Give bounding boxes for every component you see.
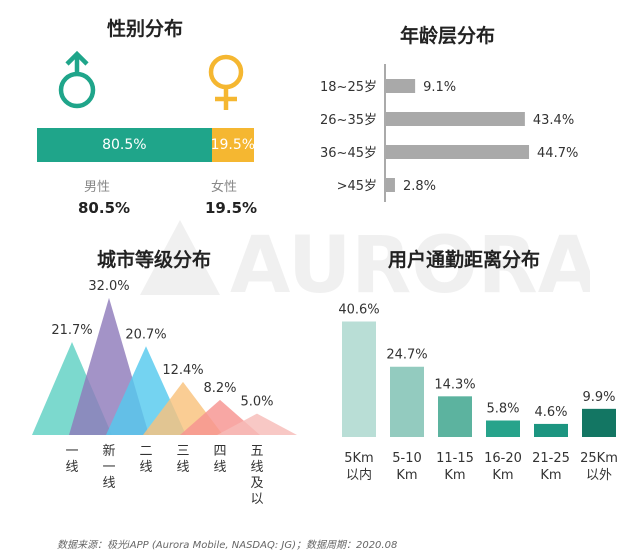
city-value-label: 5.0% xyxy=(240,395,273,410)
age-value-label: 43.4% xyxy=(533,113,574,128)
commute-bar xyxy=(390,366,424,437)
watermark-logo-icon: AURORA 极光 xyxy=(140,220,640,311)
city-value-label: 12.4% xyxy=(162,363,203,378)
female-icon xyxy=(202,52,252,114)
age-value-label: 44.7% xyxy=(537,146,578,161)
city-peak xyxy=(217,413,297,435)
age-category-label: 18~25岁 xyxy=(320,80,377,95)
commute-category-label: 21-25 Km xyxy=(532,451,570,483)
age-bar xyxy=(386,112,525,126)
commute-bar xyxy=(486,420,520,437)
commute-chart: 40.6% 5Km 以内 24.7% 5-10 Km 14.3% 11-15 Km 5.8% 16-… xyxy=(338,303,618,483)
male-bar-label: 80.5% xyxy=(102,137,147,153)
city-category-label: 三线 xyxy=(176,444,189,475)
female-bar-segment: 19.5% xyxy=(210,128,256,162)
city-category-label: 新一线 xyxy=(102,443,115,491)
city-value-label: 32.0% xyxy=(88,279,129,294)
gender-title: 性别分布 xyxy=(107,18,184,40)
female-label: 女性 xyxy=(211,180,238,195)
male-label: 男性 xyxy=(84,180,111,195)
age-bar xyxy=(386,79,416,93)
age-title: 年龄层分布 xyxy=(400,25,496,47)
age-chart: 18~25岁 9.1% 26~35岁 43.4% 36~45岁 44.7% >45岁 2.8% xyxy=(320,64,578,202)
age-value-label: 2.8% xyxy=(403,179,436,194)
city-value-label: 8.2% xyxy=(203,381,236,396)
female-bar-label: 19.5% xyxy=(210,137,256,153)
commute-value-label: 9.9% xyxy=(582,390,615,405)
age-category-label: 36~45岁 xyxy=(320,146,377,161)
commute-category-label: 25Km 以外 xyxy=(580,451,618,483)
watermark: AURORA 极光 xyxy=(130,200,640,311)
commute-category-label: 16-20 Km xyxy=(484,451,522,483)
city-category-label: 五线及以下 xyxy=(250,444,263,505)
age-value-label: 9.1% xyxy=(423,80,456,95)
commute-value-label: 4.6% xyxy=(534,405,567,420)
age-bar xyxy=(386,178,395,192)
age-category-label: 26~35岁 xyxy=(320,113,377,128)
commute-value-label: 14.3% xyxy=(434,377,475,392)
commute-value-label: 5.8% xyxy=(486,402,519,417)
watermark-text: AURORA 极光 xyxy=(230,221,590,310)
commute-category-label: 11-15 Km xyxy=(436,451,474,483)
commute-title: 用户通勤距离分布 xyxy=(388,249,541,271)
commute-bar xyxy=(342,321,376,437)
commute-category-label: 5Km 以内 xyxy=(344,451,373,483)
female-percent: 19.5% xyxy=(205,199,258,217)
male-bar-segment: 80.5% xyxy=(37,128,212,162)
commute-category-label: 5-10 Km xyxy=(392,451,422,483)
city-category-label: 四线 xyxy=(213,444,226,475)
male-percent: 80.5% xyxy=(78,199,131,217)
commute-bar xyxy=(534,423,568,437)
age-bar xyxy=(386,145,530,159)
city-category-label: 一线 xyxy=(65,444,78,475)
city-chart: 21.7% 一线 32.0% 新一线 20.7% 二线 12.4% 三线 8.2% 四线 5.0% 五… xyxy=(32,279,297,505)
age-category-label: >45岁 xyxy=(337,179,377,194)
city-category-label: 二线 xyxy=(139,444,152,475)
commute-value-label: 24.7% xyxy=(386,348,427,363)
male-icon xyxy=(55,50,105,112)
commute-bar xyxy=(582,408,616,437)
commute-value-label: 40.6% xyxy=(338,303,379,318)
city-value-label: 20.7% xyxy=(125,327,166,342)
city-value-label: 21.7% xyxy=(51,323,92,338)
commute-bar xyxy=(438,396,472,437)
city-title: 城市等级分布 xyxy=(97,249,212,271)
source-note: 数据来源：极光iAPP (Aurora Mobile, NASDAQ: JG)；… xyxy=(57,540,398,551)
gender-bar: 80.5% 19.5% xyxy=(37,128,256,162)
